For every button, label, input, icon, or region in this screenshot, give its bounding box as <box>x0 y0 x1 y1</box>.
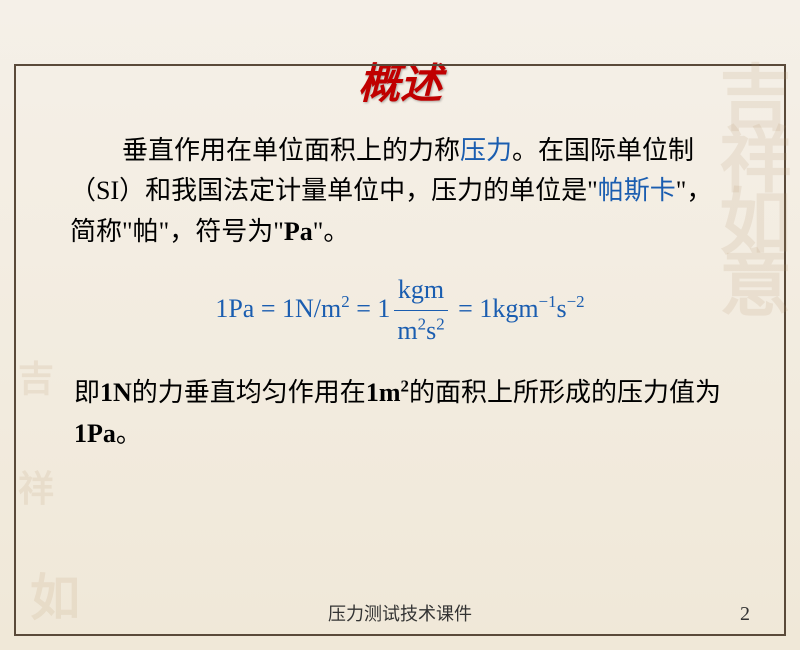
formula-rhs-s: s <box>557 294 567 323</box>
border-top <box>14 64 786 66</box>
frac-den-s: s <box>426 316 436 345</box>
formula-rhs-sup1: −1 <box>539 292 557 311</box>
p2-text-4: 。 <box>116 419 142 448</box>
formula-lhs: 1Pa <box>215 294 254 323</box>
p1-bold-1: Pa <box>284 217 313 246</box>
p2-text-3: 的面积上所形成的压力值为 <box>409 378 721 407</box>
frac-den-m: m <box>397 316 417 345</box>
p1-highlight-1: 压力 <box>460 136 512 165</box>
frac-den-m-sup: 2 <box>418 315 426 334</box>
page-number: 2 <box>740 603 750 626</box>
formula-eq1: 1N/m <box>282 294 341 323</box>
border-bottom <box>14 634 786 636</box>
paragraph-1: 垂直作用在单位面积上的力称压力。在国际单位制（SI）和我国法定计量单位中，压力的… <box>70 131 730 252</box>
slide-title: 概述 <box>0 50 800 111</box>
formula: 1Pa = 1N/m2 = 1 kgm m2s2 = 1kgm−1s−2 <box>70 270 730 352</box>
p2-bold-3: 1Pa <box>74 419 116 448</box>
p2-bold-2: 1m <box>366 378 401 407</box>
content-area: 垂直作用在单位面积上的力称压力。在国际单位制（SI）和我国法定计量单位中，压力的… <box>0 111 800 454</box>
p2-sup-2: 2 <box>400 377 408 396</box>
frac-den-s-sup: 2 <box>436 315 444 334</box>
p1-highlight-2: 帕斯卡 <box>598 176 676 205</box>
border-right <box>784 64 786 636</box>
p2-bold-1: 1N <box>100 378 132 407</box>
watermark-left-2: 祥 <box>18 460 54 512</box>
formula-eq1-sup: 2 <box>341 292 349 311</box>
p2-text-2: 的力垂直均匀作用在 <box>132 378 366 407</box>
footer-text: 压力测试技术课件 <box>0 600 800 626</box>
formula-rhs-sup2: −2 <box>567 292 585 311</box>
frac-numerator: kgm <box>394 270 447 311</box>
formula-fraction: kgm m2s2 <box>394 270 447 352</box>
formula-rhs: 1kgm <box>479 294 538 323</box>
p1-text-1: 垂直作用在单位面积上的力称 <box>122 136 460 165</box>
frac-denominator: m2s2 <box>394 311 447 351</box>
border-left <box>14 64 16 636</box>
paragraph-2: 即1N的力垂直均匀作用在1m2的面积上所形成的压力值为 1Pa。 <box>70 373 730 454</box>
p1-text-4: "。 <box>313 217 350 246</box>
p2-text-1: 即 <box>74 378 100 407</box>
formula-one: 1 <box>377 294 390 323</box>
